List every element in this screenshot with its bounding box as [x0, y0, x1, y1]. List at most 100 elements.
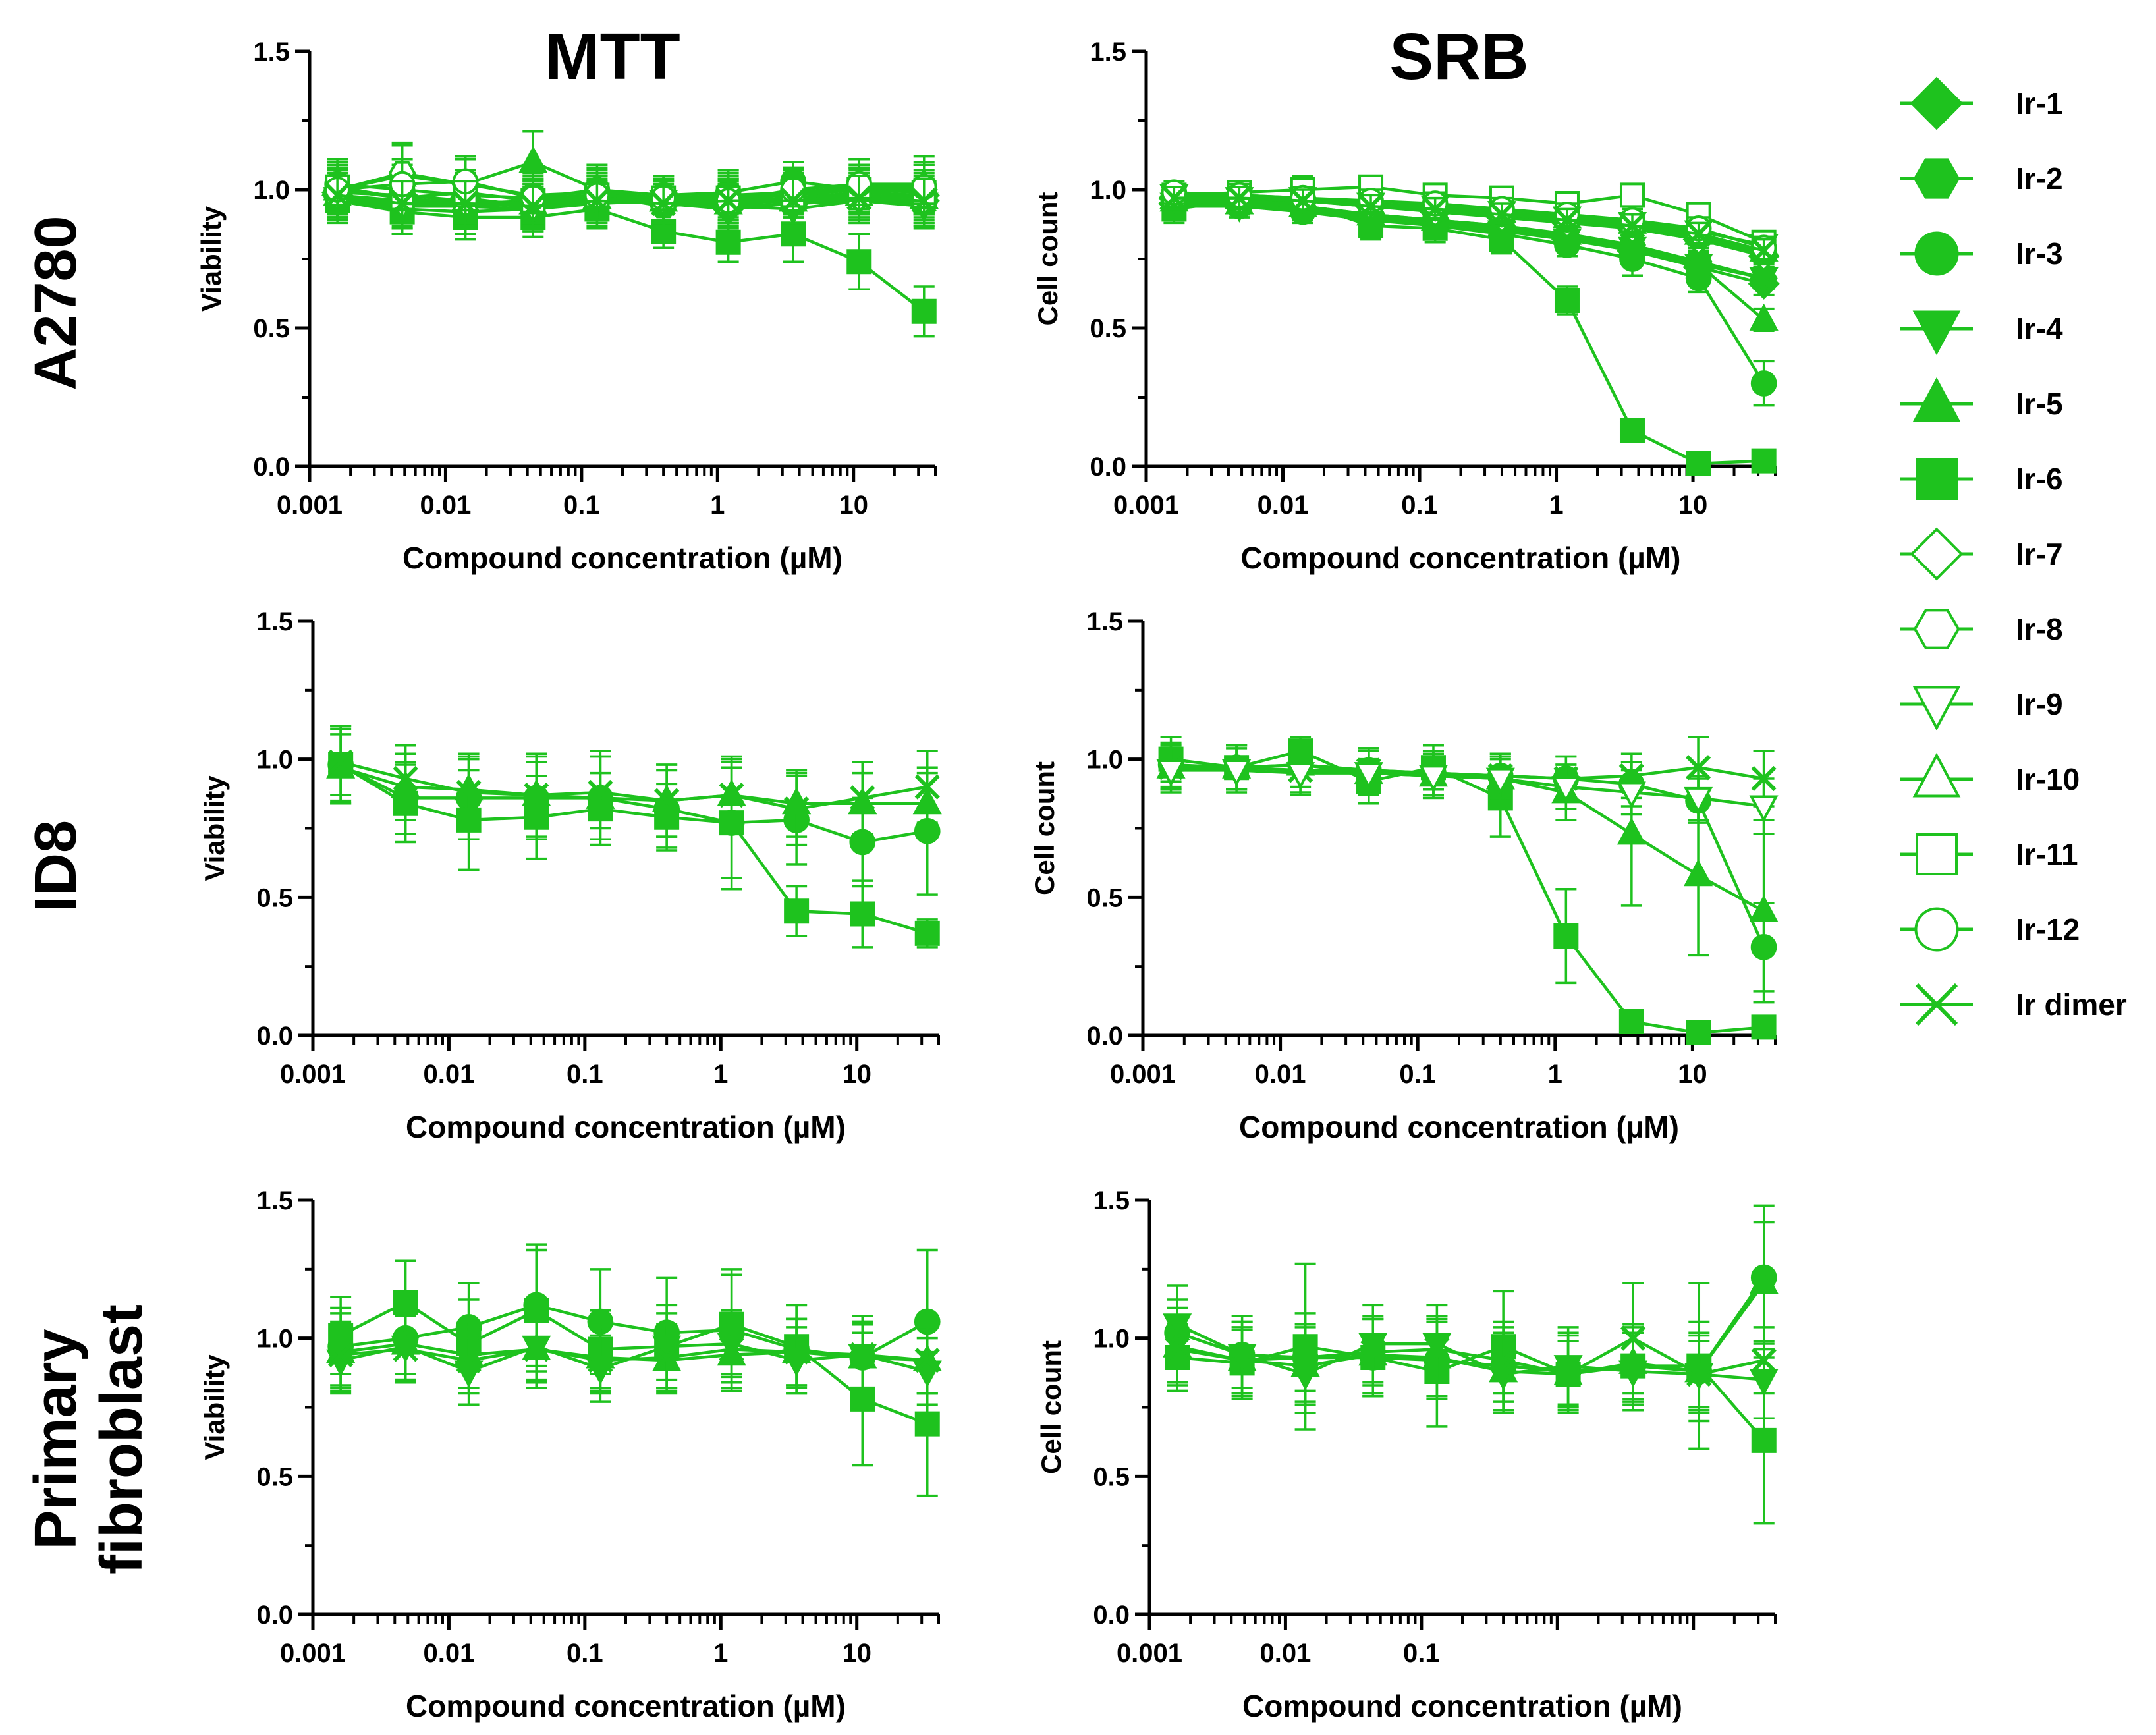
data-point	[1617, 781, 1646, 809]
data-point	[518, 146, 548, 173]
series-line	[1171, 765, 1764, 781]
data-point	[1358, 194, 1384, 219]
data-point	[654, 788, 680, 813]
legend-item-ir-12: Ir-12	[1900, 907, 2080, 952]
legend-marker	[1910, 527, 1964, 581]
y-tick-label: 0.5	[1090, 314, 1126, 343]
series-line	[340, 763, 928, 844]
y-tick-label: 1.0	[256, 1325, 293, 1354]
y-tick-label: 1.5	[253, 38, 290, 67]
x-tick-label: 0.001	[1117, 1639, 1182, 1668]
x-tick-label: 0.01	[423, 1060, 474, 1089]
y-tick-label: 0.0	[1090, 453, 1126, 482]
data-point	[1156, 759, 1186, 787]
data-point	[1165, 1336, 1190, 1362]
x-tick-label: 0.001	[280, 1060, 346, 1089]
legend-marker	[1913, 158, 1960, 199]
data-point	[1620, 1325, 1646, 1351]
data-point	[325, 182, 350, 208]
data-point	[584, 188, 610, 213]
y-tick-label: 1.5	[1090, 38, 1126, 67]
y-tick-label: 1.5	[256, 1186, 293, 1215]
y-axis-label: Viability	[196, 206, 227, 312]
data-point	[393, 1290, 418, 1315]
data-point	[1422, 196, 1448, 222]
series-line	[1171, 763, 1765, 913]
x-tick-label: 0.01	[423, 1639, 474, 1668]
series-line	[340, 1348, 927, 1362]
data-point	[393, 1336, 418, 1362]
legend-marker	[1913, 609, 1960, 649]
series-4-x	[328, 727, 940, 846]
legend-item-ir-4: Ir-4	[1900, 310, 2063, 356]
data-point	[1619, 182, 1645, 208]
x-axis-label: Compound concentration (µM)	[406, 1689, 846, 1723]
y-tick-label: 0.0	[256, 1601, 293, 1630]
x-axis-label: Compound concentration (µM)	[406, 1110, 846, 1144]
data-point	[651, 190, 677, 217]
data-point	[1749, 895, 1779, 922]
legend-item-ir-7: Ir-7	[1900, 527, 2063, 581]
legend-marker	[1914, 231, 1959, 276]
data-point	[588, 1348, 613, 1373]
y-tick-label: 0.5	[256, 1462, 293, 1491]
legend-item-ir-2: Ir-2	[1900, 158, 2063, 199]
chart-panel-1: 0.0 0.5 1.0 1.5 0.001 0.01 0.1 1 10 Compound conc…	[196, 38, 940, 575]
data-point	[914, 1411, 940, 1437]
data-point	[1684, 248, 1713, 275]
row-label-fibroblast: fibroblast	[89, 1304, 155, 1574]
x-tick-label: 10	[1678, 491, 1708, 520]
legend-marker	[1912, 377, 1961, 422]
x-tick-label: 10	[842, 1060, 871, 1089]
series-5-triangle-down	[1156, 747, 1779, 835]
series-13-x	[1161, 185, 1777, 263]
data-point	[1554, 288, 1580, 313]
series-line	[340, 1303, 928, 1360]
y-axis-label: Cell count	[1036, 1340, 1066, 1474]
data-point	[1290, 188, 1315, 213]
legend-label: Ir-5	[2016, 387, 2063, 421]
x-tick-label: 0.001	[277, 491, 343, 520]
legend-marker	[1914, 907, 1959, 952]
y-tick-label: 1.0	[1086, 746, 1123, 775]
legend-item-ir-3: Ir-3	[1900, 231, 2063, 276]
series-line	[1171, 749, 1764, 1035]
x-tick-label: 10	[842, 1639, 871, 1668]
data-point	[850, 901, 875, 927]
data-point	[850, 1342, 875, 1367]
series-3-square	[1165, 1262, 1777, 1525]
data-point	[1555, 1362, 1581, 1387]
series-line	[337, 194, 924, 208]
x-tick-label: 1	[713, 1060, 728, 1089]
legend-marker	[1912, 310, 1961, 356]
x-tick-label: 10	[1678, 1060, 1707, 1089]
data-point	[1551, 776, 1581, 804]
x-tick-label: 0.001	[1110, 1060, 1176, 1089]
y-axis-label: Viability	[199, 775, 230, 881]
data-point	[1491, 1348, 1516, 1373]
column-title-mtt: MTT	[545, 20, 680, 94]
x-tick-label: 0.001	[1113, 491, 1179, 520]
legend-marker	[1912, 752, 1961, 798]
column-title-srb: SRB	[1389, 20, 1528, 94]
x-tick-label: 1	[1548, 1060, 1562, 1089]
chart-panel-4: 0.0 0.5 1.0 1.5 0.001 0.01 0.1 1 10 Compound conc…	[1029, 607, 1779, 1144]
data-point	[719, 1336, 744, 1362]
legend-item-ir-6: Ir-6	[1900, 458, 2063, 500]
legend-label: Ir-2	[2016, 161, 2063, 196]
data-point	[1229, 1348, 1255, 1373]
data-point	[715, 229, 741, 255]
data-point	[1424, 1336, 1450, 1362]
series-line	[1174, 185, 1765, 244]
data-point	[914, 1348, 940, 1373]
data-point	[781, 188, 806, 213]
data-point	[1292, 1344, 1318, 1371]
data-point	[850, 785, 875, 811]
x-tick-label: 0.1	[567, 1639, 603, 1668]
series-5-x	[328, 1315, 940, 1395]
legend-label: Ir dimer	[2016, 987, 2127, 1022]
series-line	[1174, 199, 1764, 466]
y-tick-label: 1.0	[1090, 176, 1126, 205]
x-tick-label: 0.001	[280, 1639, 346, 1668]
data-point	[456, 779, 482, 806]
